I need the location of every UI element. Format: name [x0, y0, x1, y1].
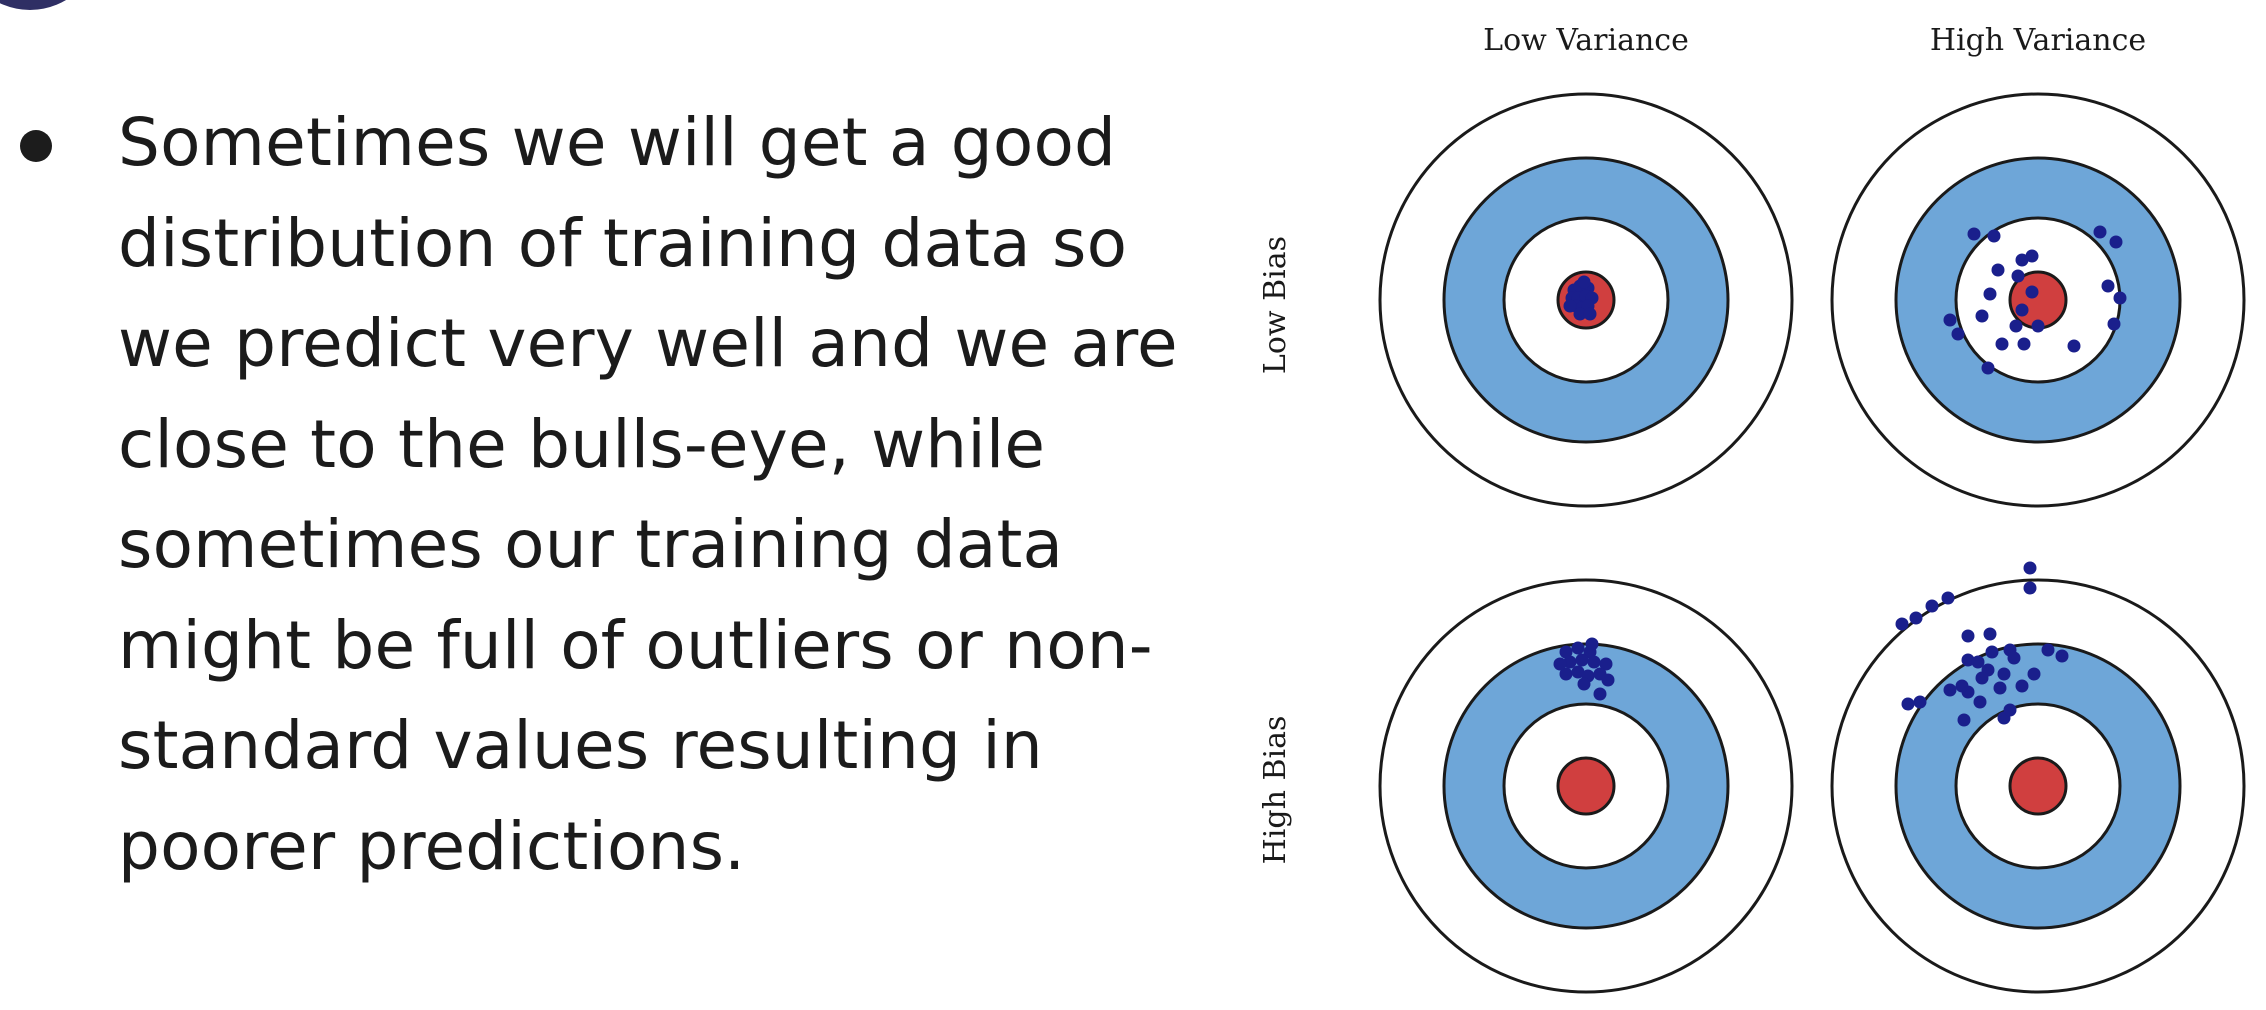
- prediction-dot: [1573, 307, 1587, 321]
- prediction-dot: [2109, 235, 2123, 249]
- prediction-dot: [2107, 317, 2121, 331]
- prediction-dot: [1967, 227, 1981, 241]
- targets-group: [1378, 92, 2246, 994]
- bullseye: [1556, 756, 1616, 816]
- column-label-low-variance: Low Variance: [1483, 23, 1689, 58]
- prediction-dot: [2009, 319, 2023, 333]
- prediction-dot: [1913, 695, 1927, 709]
- prediction-dot: [1577, 275, 1591, 289]
- prediction-dot: [1563, 655, 1577, 669]
- prediction-dot: [1957, 713, 1971, 727]
- prediction-dot: [2015, 253, 2029, 267]
- prediction-dot: [1563, 299, 1577, 313]
- prediction-dot: [1553, 657, 1567, 671]
- prediction-dot: [1983, 287, 1997, 301]
- prediction-dot: [2023, 561, 2037, 575]
- prediction-dot: [1981, 361, 1995, 375]
- prediction-dot: [1585, 637, 1599, 651]
- prediction-dot: [1943, 313, 1957, 327]
- prediction-dot: [2031, 319, 2045, 333]
- prediction-dot: [1575, 653, 1589, 667]
- prediction-dot: [1951, 327, 1965, 341]
- prediction-dot: [1993, 681, 2007, 695]
- prediction-dot: [2025, 285, 2039, 299]
- prediction-dot: [2023, 581, 2037, 595]
- prediction-dot: [1975, 309, 1989, 323]
- prediction-dot: [2017, 337, 2031, 351]
- row-label-low-bias: Low Bias: [1258, 236, 1293, 374]
- prediction-dot: [2015, 303, 2029, 317]
- prediction-dot: [1975, 671, 1989, 685]
- prediction-dot: [2003, 703, 2017, 717]
- prediction-dot: [1599, 657, 1613, 671]
- prediction-dot: [1995, 337, 2009, 351]
- bullet-point-marker: [20, 130, 52, 162]
- prediction-dot: [1593, 687, 1607, 701]
- prediction-dot: [1901, 697, 1915, 711]
- prediction-dot: [2027, 667, 2041, 681]
- prediction-dot: [1987, 229, 2001, 243]
- prediction-dot: [1583, 307, 1597, 321]
- target-high-bias-high-variance: [1830, 561, 2246, 994]
- prediction-dot: [1973, 695, 1987, 709]
- prediction-dot: [1961, 653, 1975, 667]
- prediction-dot: [2093, 225, 2107, 239]
- row-label-high-bias: High Bias: [1258, 716, 1293, 865]
- prediction-dot: [1559, 667, 1573, 681]
- bullet-text: Sometimes we will get a good distributio…: [118, 104, 1178, 885]
- prediction-dot: [1577, 677, 1591, 691]
- prediction-dot: [1997, 667, 2011, 681]
- prediction-dot: [1955, 679, 1969, 693]
- target-high-bias-low-variance: [1378, 578, 1794, 994]
- prediction-dot: [1909, 611, 1923, 625]
- prediction-dot: [2041, 643, 2055, 657]
- target-low-bias-low-variance: [1378, 92, 1794, 508]
- prediction-dot: [1587, 655, 1601, 669]
- prediction-dot: [2011, 269, 2025, 283]
- prediction-dot: [1943, 683, 1957, 697]
- prediction-dot: [1971, 655, 1985, 669]
- prediction-dot: [1601, 673, 1615, 687]
- prediction-dot: [1983, 627, 1997, 641]
- prediction-dot: [1925, 599, 1939, 613]
- prediction-dot: [2007, 651, 2021, 665]
- prediction-dot: [1571, 641, 1585, 655]
- prediction-dot: [1559, 645, 1573, 659]
- target-low-bias-high-variance: [1830, 92, 2246, 508]
- prediction-dot: [2055, 649, 2069, 663]
- prediction-dot: [2113, 291, 2127, 305]
- prediction-dot: [1991, 263, 2005, 277]
- bias-variance-bullseye-figure: Low Variance High Variance Low Bias High…: [1258, 23, 2246, 994]
- prediction-dot: [1985, 645, 1999, 659]
- prediction-dot: [2067, 339, 2081, 353]
- prediction-dot: [1895, 617, 1909, 631]
- prediction-dot: [2025, 249, 2039, 263]
- prediction-dot: [1961, 629, 1975, 643]
- column-label-high-variance: High Variance: [1930, 23, 2146, 58]
- bullseye: [2008, 756, 2068, 816]
- corner-decoration: [0, 0, 100, 10]
- prediction-dot: [1941, 591, 1955, 605]
- prediction-dot: [1571, 665, 1585, 679]
- prediction-dot: [2101, 279, 2115, 293]
- prediction-dot: [2015, 679, 2029, 693]
